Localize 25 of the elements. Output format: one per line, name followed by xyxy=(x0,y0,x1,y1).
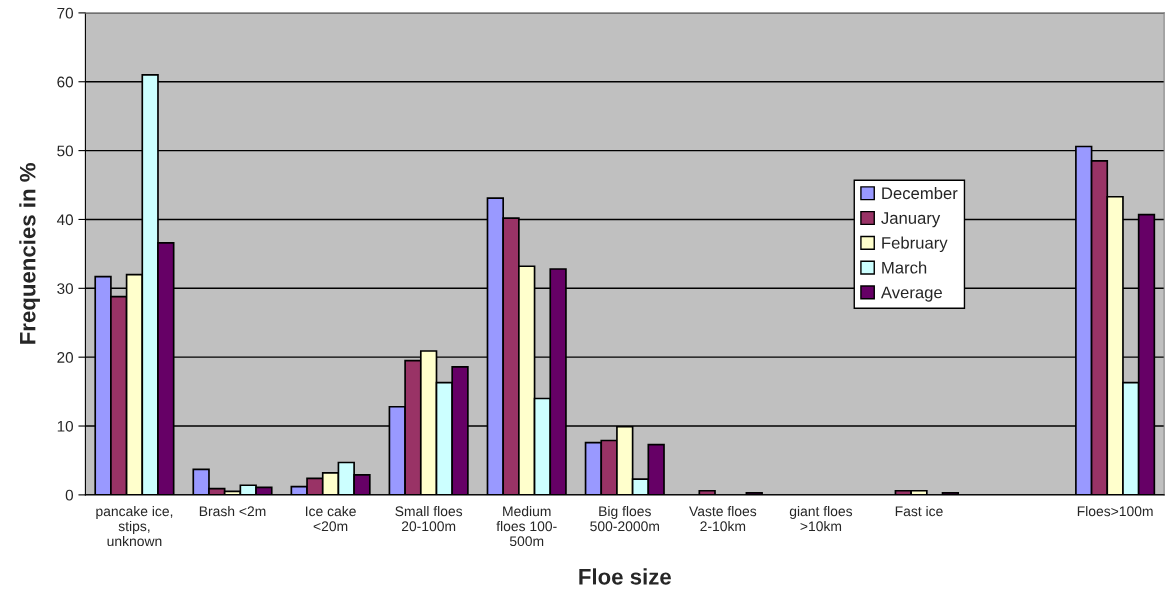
x-tick-label: giant floes >10km xyxy=(789,506,853,532)
legend-label: January xyxy=(881,212,941,228)
x-tick-label: Ice cake <20m xyxy=(306,506,356,532)
x-tick-label: Floes>100m xyxy=(1077,506,1153,517)
legend-label: February xyxy=(882,236,948,253)
y-tick-label: 50 xyxy=(57,145,74,157)
x-tick-label: Big floes 500-2000m xyxy=(590,506,659,532)
x-tick-label: Brash <2m xyxy=(199,506,266,517)
x-axis-title: Floe size xyxy=(579,568,671,585)
x-tick-label: Medium floes 100- 500m xyxy=(496,506,557,547)
y-axis-title: Frequencies in % xyxy=(19,163,40,344)
y-tick-label: 60 xyxy=(57,76,74,88)
y-tick-label: 70 xyxy=(57,7,74,19)
y-tick-label: 10 xyxy=(57,420,74,432)
y-tick-label: 0 xyxy=(65,489,74,501)
legend-label: Average xyxy=(880,286,942,302)
legend-label: December xyxy=(882,186,958,200)
y-tick-label: 40 xyxy=(56,214,74,226)
x-tick-label: Fast ice xyxy=(895,506,943,517)
y-tick-label: 30 xyxy=(57,283,74,294)
x-tick-label: pancake ice, stips, unknown xyxy=(96,506,173,547)
legend-label: March xyxy=(882,261,927,274)
y-tick-label: 20 xyxy=(57,352,74,363)
x-tick-label: Small floes 20-100m xyxy=(395,506,463,532)
x-tick-label: Vaste floes 2-10km xyxy=(689,506,757,532)
